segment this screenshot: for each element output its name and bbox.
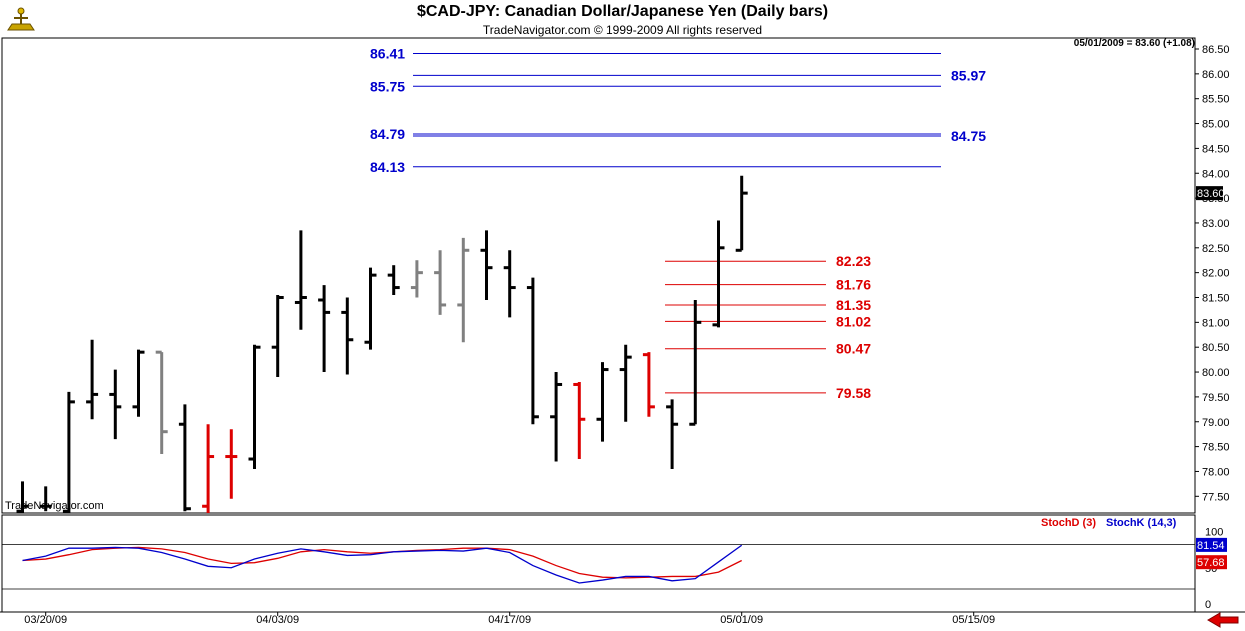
blue-level-label: 85.97 xyxy=(951,67,986,83)
ohlc-bar xyxy=(503,250,516,318)
ohlc-bar xyxy=(550,372,563,462)
price-tick-label: 84.50 xyxy=(1202,143,1230,155)
ohlc-bar xyxy=(16,481,29,513)
ohlc-bar xyxy=(294,230,307,330)
ohlc-bar xyxy=(689,299,702,426)
price-tick-label: 83.00 xyxy=(1202,218,1230,230)
red-level-label: 81.35 xyxy=(836,297,871,313)
stochd-legend: StochD (3) xyxy=(1041,517,1096,529)
red-level-label: 81.76 xyxy=(836,277,871,293)
price-tick-label: 80.50 xyxy=(1202,342,1230,354)
ohlc-bar xyxy=(109,369,122,440)
red-level-label: 79.58 xyxy=(836,385,871,401)
price-tick-label: 84.00 xyxy=(1202,168,1230,180)
ohlc-bar xyxy=(387,265,400,296)
ohlc-bar xyxy=(434,250,447,315)
stochk-legend: StochK (14,3) xyxy=(1106,517,1177,529)
stoch-line xyxy=(22,544,743,584)
ohlc-bar xyxy=(132,349,145,417)
ohlc-bar xyxy=(573,381,586,460)
ohlc-bar xyxy=(712,220,725,328)
price-tick-label: 81.00 xyxy=(1202,317,1230,329)
red-level-label: 80.47 xyxy=(836,341,871,357)
ohlc-bar xyxy=(271,295,284,378)
stoch-tick-label: 100 xyxy=(1205,527,1223,539)
ohlc-bar xyxy=(248,344,261,469)
stochd-value-tag xyxy=(1196,555,1227,570)
date-tick-label: 03/20/09 xyxy=(24,614,67,626)
stoch-panel-border xyxy=(1,514,1196,613)
watermark: TradeNavigator.com xyxy=(5,500,104,512)
blue-level-label: 84.13 xyxy=(370,159,405,175)
price-tick-label: 79.00 xyxy=(1202,417,1230,429)
chart-subtitle: TradeNavigator.com © 1999-2009 All right… xyxy=(482,23,763,37)
status-readout: 05/01/2009 = 83.60 (+1.08) xyxy=(1073,38,1195,49)
stoch-tick-label: 0 xyxy=(1205,599,1211,611)
scroll-left-arrow-icon[interactable] xyxy=(1206,612,1240,628)
price-panel-border xyxy=(1,37,1196,514)
ohlc-bar xyxy=(666,399,679,469)
ohlc-bar xyxy=(178,404,191,512)
price-tick-label: 86.00 xyxy=(1202,69,1230,81)
price-tick-label: 85.00 xyxy=(1202,119,1230,131)
ohlc-bar xyxy=(642,352,655,417)
stoch-line xyxy=(22,546,742,579)
red-level-label: 82.23 xyxy=(836,253,871,269)
price-tick-label: 81.50 xyxy=(1202,293,1230,305)
price-tick-label: 78.00 xyxy=(1202,466,1230,478)
sextant-logo-icon xyxy=(7,7,35,31)
date-tick-label: 04/17/09 xyxy=(488,614,531,626)
last-price-label: 83.60 xyxy=(1197,188,1225,200)
stochk-value-label: 81.54 xyxy=(1197,540,1225,552)
price-tick-label: 78.50 xyxy=(1202,442,1230,454)
price-tick-label: 77.50 xyxy=(1202,491,1230,503)
blue-level-label: 85.75 xyxy=(370,78,405,94)
ohlc-bar xyxy=(202,424,215,513)
blue-level-label: 84.75 xyxy=(951,128,986,144)
ohlc-bar xyxy=(86,339,99,420)
ohlc-bar xyxy=(62,391,75,513)
ohlc-bar xyxy=(526,277,539,425)
ohlc-bar xyxy=(410,260,423,298)
price-tick-label: 86.50 xyxy=(1202,44,1230,56)
ohlc-bar xyxy=(596,362,609,442)
date-tick-label: 04/03/09 xyxy=(256,614,299,626)
price-tick-label: 80.00 xyxy=(1202,367,1230,379)
last-price-tag xyxy=(1196,186,1223,201)
price-tick-label: 85.50 xyxy=(1202,94,1230,106)
ohlc-bar xyxy=(364,267,377,350)
price-tick-label: 79.50 xyxy=(1202,392,1230,404)
ohlc-bar xyxy=(318,285,331,373)
ohlc-bar xyxy=(225,429,238,499)
ohlc-bars xyxy=(16,175,748,513)
stochd-value-label: 57.68 xyxy=(1197,557,1225,569)
ohlc-bar xyxy=(341,297,354,375)
blue-level-label: 84.79 xyxy=(370,126,405,142)
red-level-label: 81.02 xyxy=(836,313,871,329)
price-tick-label: 82.50 xyxy=(1202,243,1230,255)
ohlc-bar xyxy=(480,230,493,300)
ohlc-bar xyxy=(457,237,470,343)
date-tick-label: 05/01/09 xyxy=(720,614,763,626)
ohlc-bar xyxy=(155,350,168,455)
ohlc-bar xyxy=(619,344,632,422)
chart-title: $CAD-JPY: Canadian Dollar/Japanese Yen (… xyxy=(416,3,829,20)
stochk-value-tag xyxy=(1196,537,1227,552)
ohlc-bar xyxy=(39,486,52,512)
price-tick-label: 82.00 xyxy=(1202,268,1230,280)
ohlc-bar xyxy=(735,175,748,252)
blue-level-label: 86.41 xyxy=(370,45,405,61)
date-tick-label: 05/15/09 xyxy=(952,614,995,626)
